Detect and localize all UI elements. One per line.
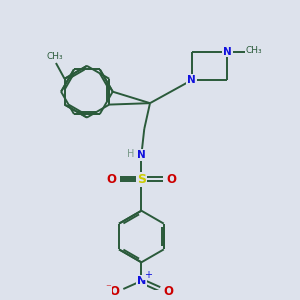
Text: N: N	[137, 276, 146, 286]
Text: N: N	[223, 46, 232, 56]
Text: CH₃: CH₃	[246, 46, 262, 56]
Text: H: H	[127, 149, 134, 159]
Text: N: N	[187, 75, 196, 85]
Text: N: N	[137, 150, 146, 160]
Text: CH₃: CH₃	[46, 52, 63, 61]
Text: O: O	[163, 284, 173, 298]
Text: +: +	[144, 270, 152, 280]
Text: ⁻: ⁻	[105, 283, 111, 293]
Text: O: O	[110, 284, 120, 298]
Text: S: S	[137, 173, 146, 186]
Text: O: O	[166, 173, 176, 186]
Text: O: O	[107, 173, 117, 186]
